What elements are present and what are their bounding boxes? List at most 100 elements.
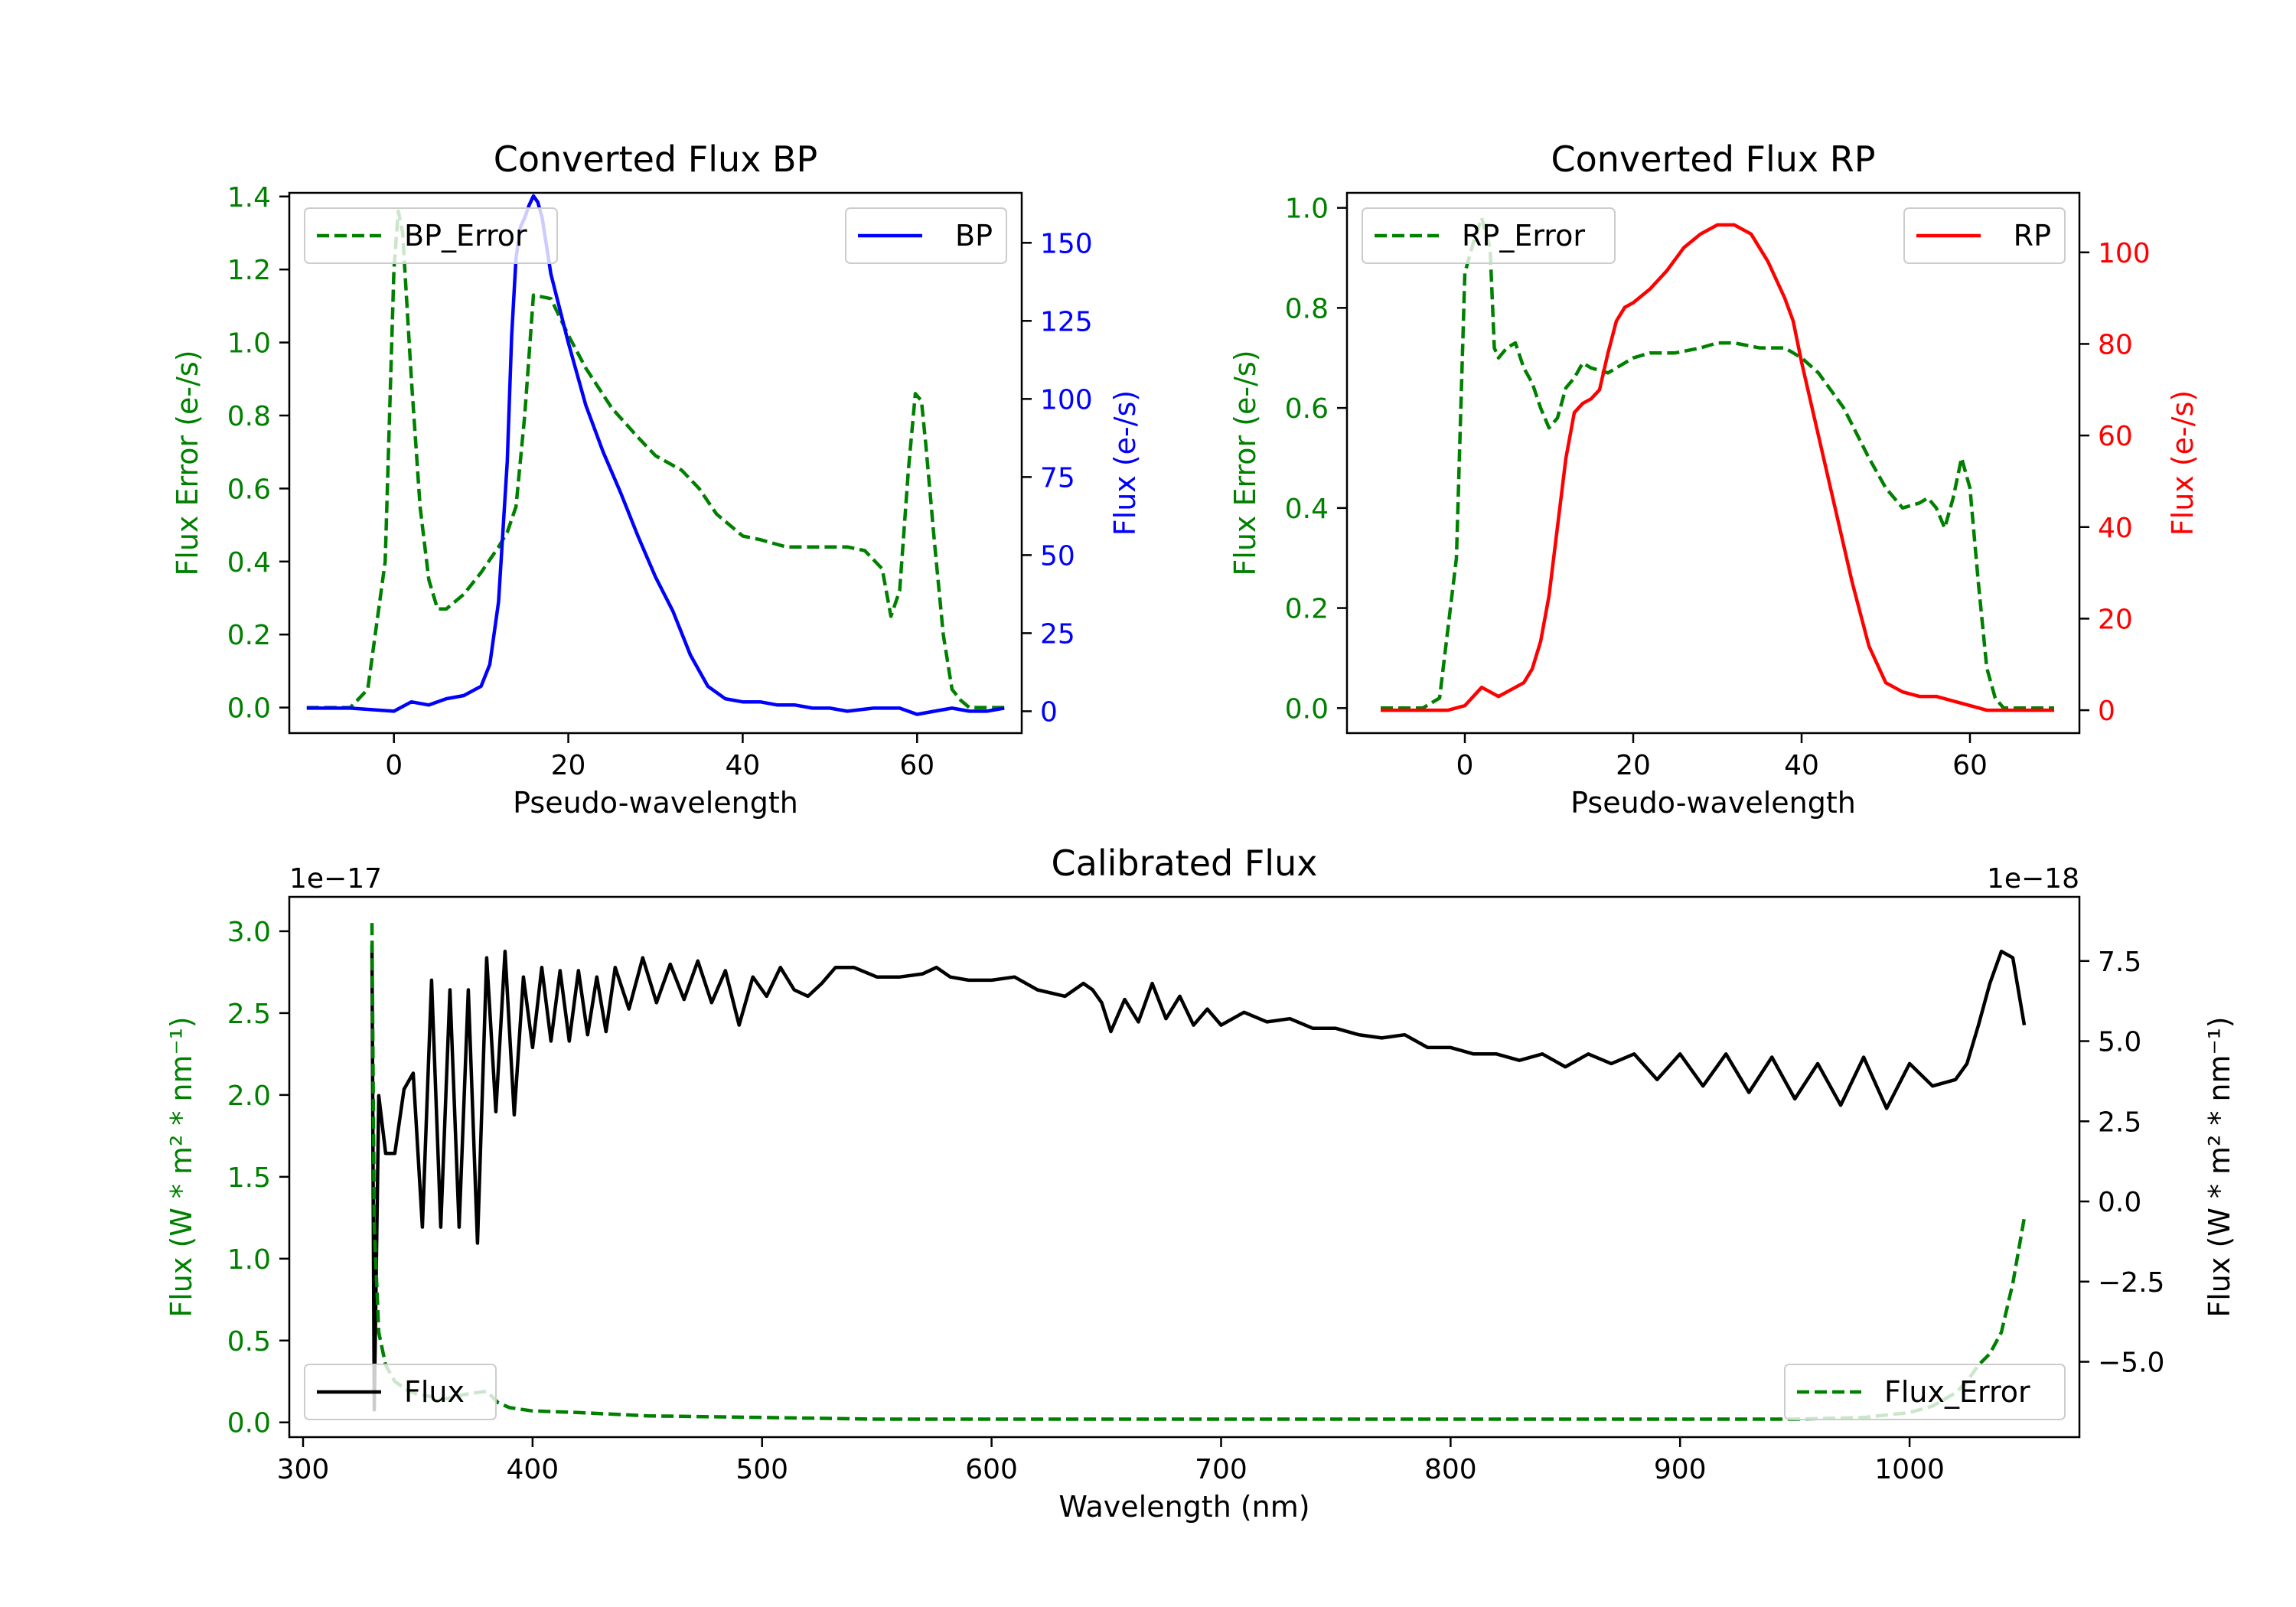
- y-right-tick-label: 80: [2098, 329, 2133, 360]
- legend-flux: Flux: [304, 1364, 497, 1420]
- x-tick-label: 1000: [1874, 1454, 1945, 1485]
- plot-frame: [288, 191, 1023, 735]
- legend-rp: RP: [1903, 207, 2066, 264]
- legend-label: RP: [2014, 219, 2051, 253]
- y-left-tick-label: 0.8: [1285, 293, 1329, 324]
- x-tick-label: 900: [1654, 1454, 1707, 1485]
- y-left-tick-label: 0.2: [1285, 594, 1329, 625]
- y-right-tick-label: 7.5: [2098, 947, 2141, 978]
- y-left-tick-label: 1.0: [227, 328, 271, 360]
- x-tick-label: 0: [1456, 750, 1474, 781]
- y-right-tick-label: 25: [1040, 618, 1075, 650]
- y-left-tick-label: 0.0: [1285, 693, 1329, 725]
- x-tick-label: 20: [1616, 750, 1651, 781]
- legend-label: BP: [955, 219, 993, 253]
- x-axis-label: Pseudo-wavelength: [1570, 786, 1856, 820]
- y-left-axis-label: Flux (W * m² * nm⁻¹): [165, 1016, 198, 1317]
- x-tick-label: 60: [1952, 750, 1988, 781]
- y-right-axis-label: Flux (W * m² * nm⁻¹): [2203, 1016, 2236, 1317]
- y-right-offset-text: 1e−18: [1987, 863, 2079, 895]
- x-axis-label: Wavelength (nm): [1058, 1490, 1309, 1524]
- y-left-axis-label: Flux Error (e-/s): [171, 350, 204, 575]
- y-left-tick-label: 3.0: [227, 917, 271, 948]
- series-line-bp-error: [306, 209, 1005, 709]
- series-line-flux-error: [370, 923, 2027, 1421]
- y-right-tick-label: 0: [2098, 696, 2115, 727]
- chart-title: Calibrated Flux: [1052, 843, 1318, 884]
- legend-label: BP_Error: [404, 219, 527, 253]
- y-right-tick-label: 75: [1040, 462, 1075, 494]
- x-tick-label: 300: [277, 1454, 330, 1485]
- y-left-tick-label: 1.0: [1285, 194, 1329, 225]
- y-left-tick-label: 0.4: [227, 547, 271, 579]
- y-right-tick-label: 100: [1040, 384, 1093, 416]
- x-axis-label: Pseudo-wavelength: [513, 786, 798, 820]
- y-right-tick-label: 40: [2098, 513, 2133, 544]
- y-right-tick-label: −2.5: [2098, 1267, 2164, 1299]
- y-right-tick-label: 50: [1040, 540, 1075, 572]
- legend-label: Flux: [404, 1375, 465, 1409]
- y-left-tick-label: 0.8: [227, 401, 271, 432]
- legend-box: [845, 207, 1007, 264]
- legend-box: [1784, 1364, 2066, 1420]
- bp-chart: 0 20 40 60 0.0 0.2 0.4 0.6 0.8 1.0 1.2 1.4 0 25 50 75 10…: [171, 139, 1142, 820]
- y-left-tick-label: 0.6: [227, 474, 271, 505]
- legend-flux-error: Flux_Error: [1784, 1364, 2066, 1420]
- y-right-tick-label: 100: [2098, 238, 2151, 269]
- legend-box: [1362, 207, 1616, 264]
- y-right-tick-label: 0: [1040, 696, 1058, 728]
- y-right-tick-label: 5.0: [2098, 1027, 2141, 1058]
- y-left-tick-label: 1.4: [227, 182, 271, 214]
- x-tick-label: 0: [385, 750, 403, 781]
- y-left-tick-label: 0.6: [1285, 393, 1329, 425]
- y-right-tick-label: 20: [2098, 604, 2133, 635]
- x-tick-label: 40: [726, 750, 761, 781]
- y-left-tick-label: 1.0: [227, 1244, 271, 1276]
- series-line-bp: [306, 194, 1005, 716]
- y-left-tick-label: 0.0: [227, 1408, 271, 1439]
- x-tick-label: 40: [1784, 750, 1819, 781]
- y-right-tick-label: 150: [1040, 228, 1093, 259]
- y-left-tick-label: 0.0: [227, 693, 271, 725]
- calibrated-flux-chart: 300 400 500 600 700 800 900 1000 0.0 0.5 1.0 1.5 2.0…: [165, 843, 2236, 1524]
- y-left-tick-label: 0.2: [227, 620, 271, 651]
- x-tick-label: 20: [551, 750, 586, 781]
- plot-frame: [288, 895, 2081, 1439]
- x-tick-label: 500: [735, 1454, 788, 1485]
- series-line-rp: [1381, 223, 2054, 712]
- legend-bp: BP: [845, 207, 1007, 264]
- legend-box: [304, 207, 558, 264]
- legend-label: Flux_Error: [1884, 1375, 2030, 1409]
- x-tick-label: 400: [507, 1454, 559, 1485]
- y-left-tick-label: 2.0: [227, 1081, 271, 1112]
- rp-chart: 0 20 40 60 0.0 0.2 0.4 0.6 0.8 1.0 0 20 40 60 80 100 Con…: [1228, 139, 2200, 820]
- series-line-flux: [370, 944, 2027, 1412]
- x-tick-label: 800: [1424, 1454, 1477, 1485]
- y-left-tick-label: 1.2: [227, 255, 271, 286]
- y-right-axis-label: Flux (e-/s): [1108, 390, 1142, 536]
- chart-title: Converted Flux BP: [494, 139, 818, 180]
- chart-title: Converted Flux RP: [1551, 139, 1876, 180]
- series-line-rp-error: [1381, 216, 2054, 710]
- legend-box: [1903, 207, 2066, 264]
- legend-box: [304, 1364, 497, 1420]
- y-left-offset-text: 1e−17: [289, 863, 382, 895]
- legend-label: RP_Error: [1462, 219, 1585, 253]
- y-right-tick-label: 60: [2098, 421, 2133, 452]
- x-tick-label: 600: [965, 1454, 1018, 1485]
- x-tick-label: 700: [1195, 1454, 1247, 1485]
- y-left-tick-label: 0.5: [227, 1326, 271, 1358]
- y-left-tick-label: 0.4: [1285, 494, 1329, 525]
- y-right-tick-label: −5.0: [2098, 1348, 2164, 1379]
- y-left-axis-label: Flux Error (e-/s): [1228, 350, 1262, 575]
- y-right-axis-label: Flux (e-/s): [2166, 390, 2200, 536]
- x-tick-label: 60: [899, 750, 934, 781]
- plot-frame: [1345, 191, 2081, 735]
- y-right-tick-label: 125: [1040, 306, 1093, 337]
- legend-rp-error: RP_Error: [1362, 207, 1616, 264]
- y-right-tick-label: 0.0: [2098, 1187, 2141, 1218]
- y-left-tick-label: 1.5: [227, 1162, 271, 1194]
- y-right-tick-label: 2.5: [2098, 1107, 2141, 1138]
- y-left-tick-label: 2.5: [227, 999, 271, 1030]
- legend-bp-error: BP_Error: [304, 207, 558, 264]
